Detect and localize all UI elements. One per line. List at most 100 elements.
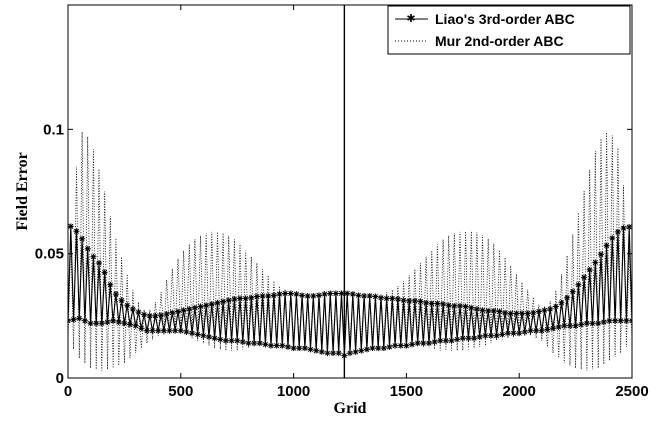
series-marker-liao (318, 348, 325, 355)
series-marker-liao (93, 320, 100, 327)
series-marker-liao (423, 299, 430, 306)
series-marker-liao (143, 327, 150, 334)
series-marker-liao (174, 308, 181, 315)
series-marker-liao (141, 311, 148, 318)
series-marker-liao (81, 317, 88, 324)
series-marker-liao (428, 300, 435, 307)
series-marker-liao (262, 341, 269, 348)
series-markers-liao (68, 223, 632, 359)
series-marker-liao (276, 291, 283, 298)
series-marker-liao (626, 223, 632, 230)
series-marker-liao (440, 301, 447, 308)
series-marker-liao (378, 294, 385, 301)
series-marker-liao (177, 327, 184, 334)
series-marker-liao (617, 317, 624, 324)
series-marker-liao (279, 342, 286, 349)
legend-box (387, 5, 631, 55)
series-marker-liao (493, 332, 500, 339)
series-marker-liao (200, 332, 207, 339)
series-marker-liao (248, 294, 255, 301)
series-marker-liao (110, 317, 117, 324)
series-marker-liao (330, 350, 337, 357)
y-tick-label: 0 (56, 370, 64, 387)
series-marker-liao (228, 337, 235, 344)
series-marker-liao (129, 305, 136, 312)
series-marker-liao (347, 350, 353, 357)
series-marker-liao (234, 337, 241, 344)
series-marker-liao (456, 302, 463, 309)
series-marker-liao (355, 292, 362, 299)
series-marker-liao (191, 304, 198, 311)
series-marker-liao (468, 304, 475, 311)
series-marker-liao (152, 312, 159, 319)
series-marker-liao (208, 301, 215, 308)
series-marker-liao (79, 235, 86, 242)
series-marker-liao (70, 316, 77, 323)
series-marker-liao (462, 303, 469, 310)
series-marker-liao (555, 324, 562, 331)
x-tick-label: 1500 (390, 383, 423, 400)
series-marker-liao (270, 292, 277, 299)
series-marker-liao (217, 336, 224, 343)
series-marker-liao (206, 333, 212, 340)
series-marker-liao (107, 281, 114, 288)
series-marker-liao (127, 321, 134, 328)
series-marker-liao (138, 325, 145, 332)
series-marker-liao (186, 305, 193, 312)
series-marker-liao (420, 340, 427, 347)
series-marker-liao (609, 235, 616, 242)
series-marker-liao (211, 335, 218, 342)
series-marker-liao (541, 307, 548, 314)
series-marker-liao (504, 330, 511, 337)
series-marker-liao (425, 340, 432, 347)
series-marker-liao (363, 346, 370, 353)
series-marker-liao (581, 274, 588, 281)
series-marker-liao (146, 312, 153, 319)
series-marker-liao (203, 302, 210, 309)
series-marker-liao (488, 332, 494, 339)
series-marker-liao (237, 295, 244, 302)
series-marker-liao (471, 335, 478, 342)
series-marker-liao (361, 292, 368, 299)
series-marker-liao (118, 297, 125, 304)
series-marker-liao (547, 305, 554, 312)
series-marker-liao (222, 337, 229, 344)
series-marker-liao (409, 341, 416, 348)
series-marker-liao (389, 295, 396, 302)
series-marker-liao (220, 298, 227, 305)
series-marker-liao (256, 340, 263, 347)
series-marker-liao (259, 292, 266, 299)
series-marker-liao (583, 320, 590, 327)
series-marker-liao (239, 338, 246, 345)
series-marker-liao (386, 343, 393, 350)
x-tick-label: 0 (64, 383, 72, 400)
series-marker-liao (149, 327, 156, 334)
series-marker-liao (344, 290, 351, 297)
x-tick-label: 2000 (503, 383, 536, 400)
series-marker-liao (315, 292, 322, 299)
series-marker-liao (301, 345, 308, 352)
series-marker-liao (614, 228, 621, 235)
series-marker-liao (293, 291, 300, 298)
series-marker-liao (349, 291, 356, 298)
series-marker-liao (287, 290, 294, 297)
series-marker-liao (73, 228, 80, 235)
series-marker-liao (519, 310, 526, 317)
series-marker-liao (135, 309, 142, 316)
series-marker-liao (299, 292, 306, 299)
series-marker-liao (620, 225, 627, 232)
series-marker-liao (225, 297, 232, 304)
series-marker-liao (290, 345, 297, 352)
series-marker-liao (603, 242, 610, 249)
x-tick-label: 2500 (615, 383, 648, 400)
series-marker-liao (397, 342, 404, 349)
series-marker-liao (394, 296, 401, 303)
series-marker-liao (366, 292, 373, 299)
series-marker-liao (358, 347, 365, 354)
x-axis-title: Grid (334, 400, 367, 417)
series-marker-liao (566, 322, 573, 329)
series-marker-liao (87, 320, 94, 327)
series-marker-liao (282, 290, 289, 297)
series-marker-liao (327, 290, 334, 297)
series-marker-liao (90, 253, 97, 260)
